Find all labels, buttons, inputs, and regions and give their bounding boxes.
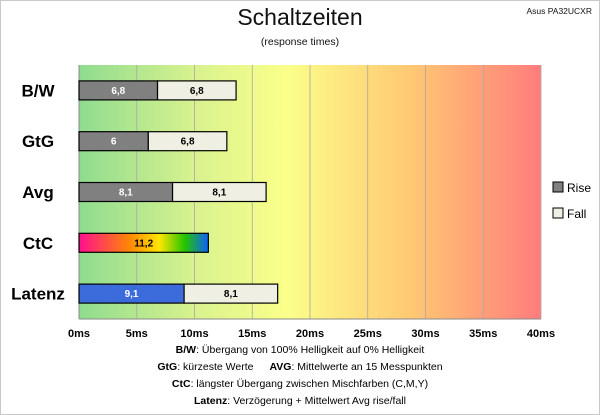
category-label: GtG — [22, 132, 54, 151]
bar-value-label: 9,1 — [125, 289, 139, 300]
legend-swatch — [552, 207, 564, 219]
category-label: B/W — [21, 81, 55, 100]
gridlines — [78, 65, 542, 320]
chart-subtitle: (response times) — [260, 36, 340, 48]
bar-fall — [183, 283, 279, 304]
legend-label: Fall — [567, 207, 586, 221]
bar-fall — [147, 131, 228, 152]
bar-fall — [171, 181, 267, 203]
bar-rise — [78, 232, 209, 253]
bar-value-label: 8,1 — [224, 289, 238, 300]
bars-group: 6,8 6,8 6 6,8 8,1 8,1 11,2 9,1 8,1 — [78, 80, 279, 304]
bar-value-label: 6,8 — [181, 137, 195, 148]
note-text: : Verzögerung + Mittelwert Avg rise/fall — [227, 395, 406, 407]
chart-title: Schaltzeiten — [237, 4, 363, 30]
note-line: Latenz: Verzögerung + Mittelwert Avg ris… — [0, 393, 600, 410]
bar-value-label: 8,1 — [119, 188, 133, 199]
category-labels: B/W GtG Avg CtC Latenz — [11, 81, 65, 303]
bar-value-label: 11,2 — [134, 238, 153, 249]
note-key: CtC — [171, 378, 191, 390]
legend-label: Rise — [567, 181, 591, 195]
note-line: B/W: Übergang von 100% Helligkeit auf 0%… — [0, 342, 600, 359]
legend-swatch — [552, 181, 564, 193]
note-key: Latenz — [194, 395, 228, 407]
bar-value-label: 6,8 — [190, 86, 204, 97]
bar-fall — [156, 80, 237, 101]
x-tick-label: 15ms — [238, 328, 266, 340]
category-label: CtC — [23, 234, 53, 253]
legend: Rise Fall — [552, 181, 591, 221]
x-tick-label: 0ms — [68, 328, 90, 340]
x-tick-label: 5ms — [126, 328, 148, 340]
x-tick-label: 25ms — [354, 328, 382, 340]
bar-value-label: 6 — [111, 137, 117, 148]
x-tick-label: 30ms — [411, 328, 439, 340]
bar-value-label: 8,1 — [212, 188, 226, 199]
note-key: B/W — [175, 344, 197, 356]
x-tick-label: 20ms — [296, 328, 324, 340]
category-label: Latenz — [11, 285, 65, 304]
x-tick-label: 40ms — [527, 328, 555, 340]
notes: B/W: Übergang von 100% Helligkeit auf 0%… — [0, 342, 600, 410]
note-text: : längster Übergang zwischen Mischfarben… — [190, 378, 429, 390]
x-tick-label: 35ms — [469, 328, 497, 340]
note-line: CtC: längster Übergang zwischen Mischfar… — [0, 376, 600, 393]
x-tick-label: 10ms — [180, 328, 208, 340]
bar-value-label: 6,8 — [111, 86, 125, 97]
monitor-model-label: Asus PA32UCXR — [526, 6, 592, 16]
note-key: AVG — [269, 361, 292, 373]
note-text: : kürzeste Werte — [177, 361, 254, 373]
x-tick-labels: 0ms 5ms 10ms 15ms 20ms 25ms 30ms 35ms 40ms — [68, 328, 555, 340]
note-key: GtG — [157, 361, 178, 373]
category-label: Avg — [22, 183, 54, 202]
note-text: : Mittelwerte an 15 Messpunkten — [291, 361, 443, 373]
note-line: GtG: kürzeste Werte AVG: Mittelwerte an 1… — [0, 359, 600, 376]
note-text: : Übergang von 100% Helligkeit auf 0% He… — [196, 344, 425, 356]
